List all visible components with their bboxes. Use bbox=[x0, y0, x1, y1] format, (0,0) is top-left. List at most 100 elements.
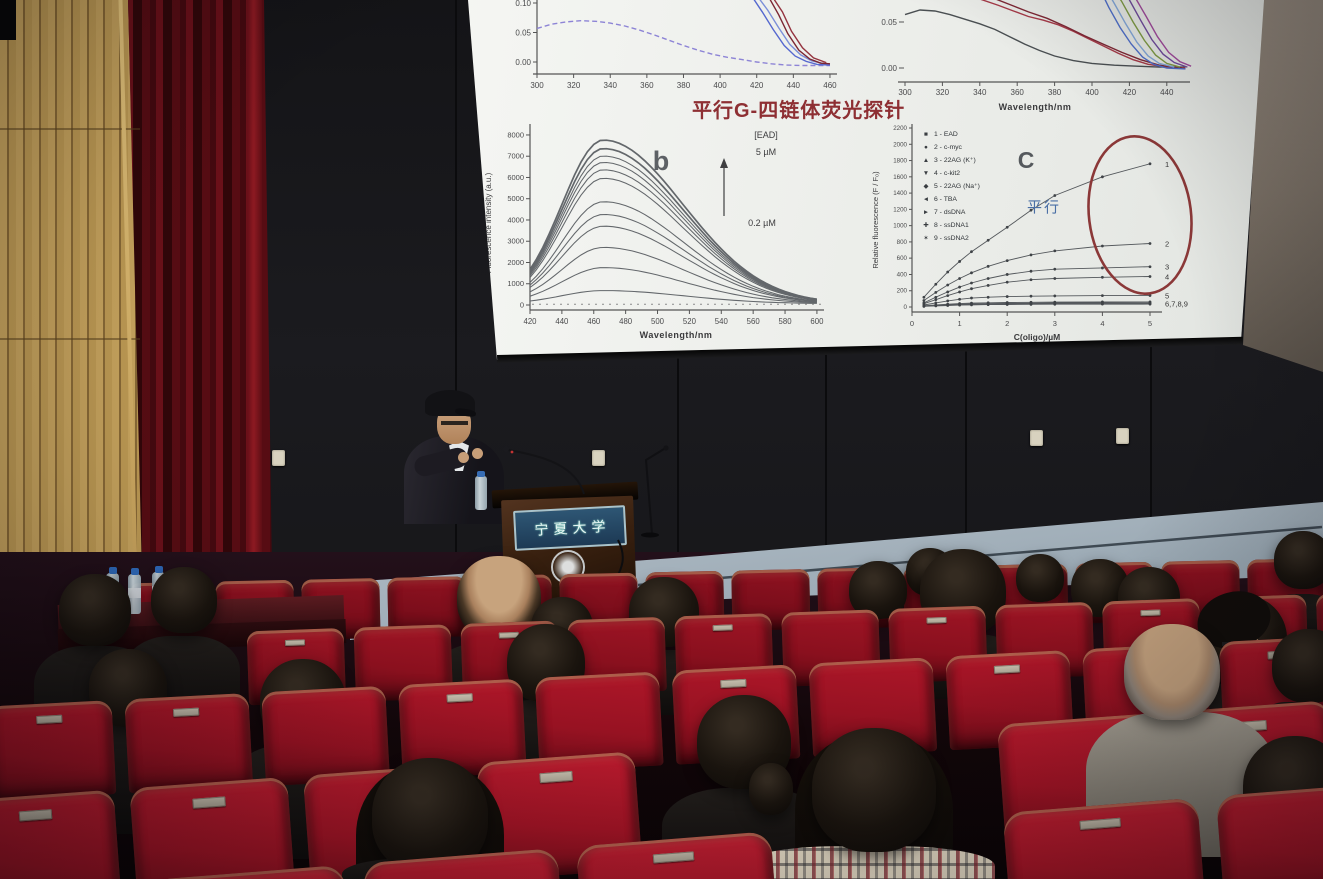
seat-number-plate bbox=[712, 624, 733, 631]
svg-text:2000: 2000 bbox=[893, 141, 907, 148]
wood-panel-seam bbox=[0, 338, 140, 340]
svg-text:▲: ▲ bbox=[923, 157, 929, 164]
svg-text:440: 440 bbox=[555, 317, 569, 326]
svg-text:0.00: 0.00 bbox=[881, 64, 897, 73]
audience-member-head bbox=[1274, 531, 1323, 589]
svg-text:300: 300 bbox=[530, 81, 544, 90]
svg-text:420: 420 bbox=[1123, 88, 1137, 97]
audience-member-head bbox=[59, 574, 131, 646]
svg-text:3000: 3000 bbox=[507, 237, 524, 246]
seat-number-plate bbox=[652, 851, 695, 864]
auditorium-seat bbox=[1002, 797, 1206, 879]
svg-text:360: 360 bbox=[1011, 88, 1025, 97]
curtain-highlight bbox=[248, 0, 262, 574]
auditorium-seat bbox=[1215, 780, 1323, 879]
seat-number-plate bbox=[926, 616, 947, 624]
wall-fixture bbox=[0, 0, 16, 40]
seat-number-plate bbox=[538, 771, 573, 784]
svg-text:Relative fluorescence (F / F₀): Relative fluorescence (F / F₀) bbox=[871, 171, 880, 269]
seat-number-plate bbox=[173, 707, 200, 717]
slide-title: 平行G-四链体荧光探针 bbox=[692, 100, 906, 122]
audience-member-head bbox=[812, 728, 936, 852]
svg-text:380: 380 bbox=[1048, 88, 1062, 97]
audience-member-head bbox=[1272, 629, 1323, 703]
auditorium-seat bbox=[124, 692, 254, 794]
svg-text:0.05: 0.05 bbox=[515, 29, 531, 38]
svg-text:300: 300 bbox=[898, 88, 912, 97]
svg-text:320: 320 bbox=[567, 81, 581, 90]
auditorium-seat bbox=[0, 789, 123, 879]
svg-text:6000: 6000 bbox=[507, 173, 524, 182]
seat-number-plate bbox=[284, 638, 306, 646]
svg-text:3: 3 bbox=[1165, 263, 1169, 272]
svg-text:7 - dsDNA: 7 - dsDNA bbox=[934, 209, 966, 216]
svg-text:7000: 7000 bbox=[507, 152, 524, 161]
svg-text:8 - ssDNA1: 8 - ssDNA1 bbox=[934, 222, 969, 229]
seat-number-plate bbox=[36, 714, 63, 724]
svg-text:520: 520 bbox=[683, 317, 697, 326]
svg-text:420: 420 bbox=[750, 81, 764, 90]
svg-text:✚: ✚ bbox=[923, 221, 929, 229]
svg-text:1000: 1000 bbox=[507, 279, 524, 288]
wall-seam bbox=[965, 350, 967, 566]
svg-text:0.10: 0.10 bbox=[515, 0, 531, 8]
svg-text:1400: 1400 bbox=[893, 190, 907, 197]
svg-text:0.05: 0.05 bbox=[881, 18, 897, 27]
svg-text:1: 1 bbox=[1165, 160, 1169, 169]
svg-text:340: 340 bbox=[973, 88, 987, 97]
svg-text:500: 500 bbox=[651, 317, 665, 326]
projection-screen: 平行G-四链体荧光探针 300 320 340 360 380 400 420 440 460 0… bbox=[468, 0, 1264, 360]
svg-text:✶: ✶ bbox=[923, 234, 929, 242]
svg-text:580: 580 bbox=[779, 317, 793, 326]
seat-number-plate bbox=[1079, 818, 1122, 830]
svg-text:440: 440 bbox=[1160, 88, 1174, 97]
svg-text:◆: ◆ bbox=[924, 183, 930, 190]
svg-text:1 - EAD: 1 - EAD bbox=[934, 131, 958, 138]
svg-text:[EAD]: [EAD] bbox=[754, 130, 778, 140]
svg-text:440: 440 bbox=[787, 81, 801, 90]
svg-text:0: 0 bbox=[910, 319, 914, 328]
seat-number-plate bbox=[1140, 609, 1161, 616]
wall-seam bbox=[1150, 345, 1152, 557]
svg-text:►: ► bbox=[923, 209, 929, 216]
svg-text:4000: 4000 bbox=[507, 215, 524, 224]
svg-text:340: 340 bbox=[604, 81, 618, 90]
slide-chart-uv-left: 300 320 340 360 380 400 420 440 460 0.00 0.05 0.10 bbox=[515, 0, 837, 90]
seat-number-plate bbox=[720, 679, 747, 688]
svg-text:●: ● bbox=[924, 144, 928, 151]
svg-text:200: 200 bbox=[897, 288, 908, 295]
svg-text:400: 400 bbox=[897, 271, 908, 278]
audience-ponytail bbox=[748, 763, 794, 815]
svg-text:Wavelength/nm: Wavelength/nm bbox=[999, 102, 1072, 112]
svg-text:b: b bbox=[653, 146, 670, 176]
wall-seam bbox=[455, 0, 457, 570]
svg-text:480: 480 bbox=[619, 317, 633, 326]
audience-member-head bbox=[1124, 624, 1220, 720]
svg-text:320: 320 bbox=[936, 88, 950, 97]
svg-text:540: 540 bbox=[715, 317, 729, 326]
svg-text:360: 360 bbox=[640, 81, 654, 90]
water-bottle bbox=[475, 471, 487, 510]
svg-text:460: 460 bbox=[823, 81, 837, 90]
water-bottle bbox=[128, 568, 141, 614]
wood-slat-wall bbox=[0, 0, 143, 574]
svg-text:800: 800 bbox=[897, 239, 908, 246]
svg-text:5000: 5000 bbox=[507, 194, 524, 203]
speaker-glasses bbox=[441, 421, 468, 425]
seat-number-plate bbox=[446, 693, 474, 703]
svg-text:0.00: 0.00 bbox=[515, 58, 531, 67]
speaker-hand bbox=[458, 452, 469, 463]
svg-text:8000: 8000 bbox=[507, 130, 524, 139]
wood-panel-seam bbox=[0, 128, 140, 130]
slide-chart-c: 0 1 2 3 4 50200400600800100012001400160018002… bbox=[871, 124, 1193, 342]
svg-text:0: 0 bbox=[904, 304, 908, 311]
auditorium-seat bbox=[0, 700, 117, 801]
wall-seam bbox=[825, 354, 827, 570]
svg-text:6,7,8,9: 6,7,8,9 bbox=[1165, 299, 1188, 308]
auditorium-seat bbox=[129, 776, 296, 879]
svg-text:3: 3 bbox=[1053, 319, 1057, 328]
svg-text:600: 600 bbox=[897, 255, 908, 262]
svg-text:Wavelength/nm: Wavelength/nm bbox=[640, 330, 713, 340]
svg-text:400: 400 bbox=[713, 81, 727, 90]
svg-text:3 - 22AG (K⁺): 3 - 22AG (K⁺) bbox=[934, 157, 976, 164]
